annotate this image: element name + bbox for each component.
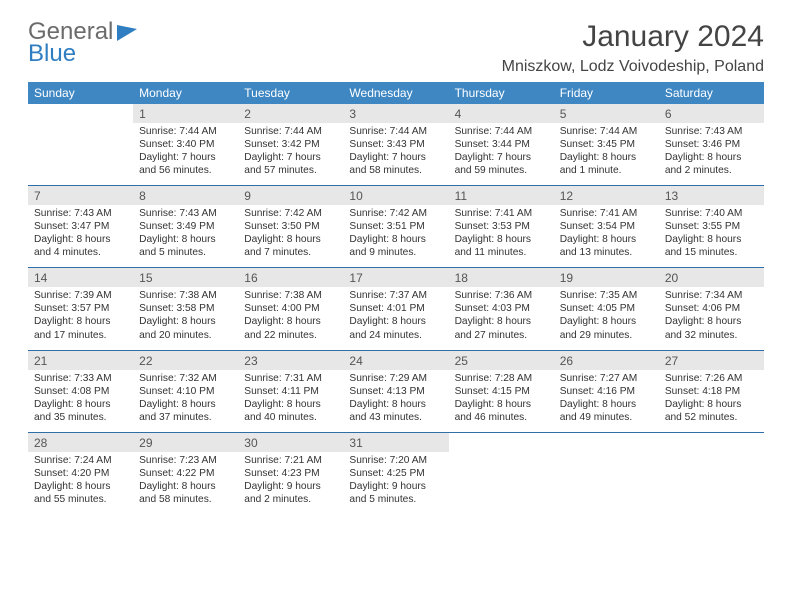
day-detail-cell bbox=[659, 452, 764, 514]
day-detail-cell: Sunrise: 7:40 AMSunset: 3:55 PMDaylight:… bbox=[659, 205, 764, 268]
day-detail-row: Sunrise: 7:44 AMSunset: 3:40 PMDaylight:… bbox=[28, 123, 764, 186]
day-number-cell: 11 bbox=[449, 186, 554, 205]
day-number-cell: 12 bbox=[554, 186, 659, 205]
day-detail-row: Sunrise: 7:43 AMSunset: 3:47 PMDaylight:… bbox=[28, 205, 764, 268]
day-detail-cell: Sunrise: 7:34 AMSunset: 4:06 PMDaylight:… bbox=[659, 287, 764, 350]
brand-logo: General Blue bbox=[28, 20, 137, 66]
dow-sunday: Sunday bbox=[28, 82, 133, 104]
brand-line2: Blue bbox=[28, 42, 113, 66]
day-number-cell: 2 bbox=[238, 104, 343, 123]
day-detail-cell: Sunrise: 7:44 AMSunset: 3:40 PMDaylight:… bbox=[133, 123, 238, 186]
month-title: January 2024 bbox=[502, 20, 764, 54]
day-number-cell: 31 bbox=[343, 433, 448, 452]
calendar-table: Sunday Monday Tuesday Wednesday Thursday… bbox=[28, 82, 764, 514]
dow-friday: Friday bbox=[554, 82, 659, 104]
location-label: Mniszkow, Lodz Voivodeship, Poland bbox=[502, 58, 764, 76]
day-detail-cell: Sunrise: 7:43 AMSunset: 3:46 PMDaylight:… bbox=[659, 123, 764, 186]
day-number-cell: 5 bbox=[554, 104, 659, 123]
day-number-cell: 20 bbox=[659, 268, 764, 287]
day-number-cell: 19 bbox=[554, 268, 659, 287]
day-number-cell: 4 bbox=[449, 104, 554, 123]
day-detail-cell bbox=[449, 452, 554, 514]
day-number-cell: 30 bbox=[238, 433, 343, 452]
day-detail-cell: Sunrise: 7:43 AMSunset: 3:47 PMDaylight:… bbox=[28, 205, 133, 268]
dow-monday: Monday bbox=[133, 82, 238, 104]
day-number-cell: 21 bbox=[28, 351, 133, 370]
day-detail-cell: Sunrise: 7:44 AMSunset: 3:45 PMDaylight:… bbox=[554, 123, 659, 186]
day-number-cell bbox=[28, 104, 133, 123]
day-detail-cell: Sunrise: 7:23 AMSunset: 4:22 PMDaylight:… bbox=[133, 452, 238, 514]
day-number-cell bbox=[449, 433, 554, 452]
day-number-row: 14151617181920 bbox=[28, 268, 764, 287]
calendar-page: General Blue January 2024 Mniszkow, Lodz… bbox=[0, 0, 792, 534]
day-number-cell: 25 bbox=[449, 351, 554, 370]
dow-saturday: Saturday bbox=[659, 82, 764, 104]
dow-wednesday: Wednesday bbox=[343, 82, 448, 104]
day-number-cell: 27 bbox=[659, 351, 764, 370]
header: General Blue January 2024 Mniszkow, Lodz… bbox=[28, 20, 764, 76]
day-number-cell: 13 bbox=[659, 186, 764, 205]
day-number-cell: 9 bbox=[238, 186, 343, 205]
day-detail-cell: Sunrise: 7:43 AMSunset: 3:49 PMDaylight:… bbox=[133, 205, 238, 268]
day-number-cell: 1 bbox=[133, 104, 238, 123]
day-number-cell: 22 bbox=[133, 351, 238, 370]
day-number-cell: 28 bbox=[28, 433, 133, 452]
day-number-row: 21222324252627 bbox=[28, 351, 764, 370]
dow-thursday: Thursday bbox=[449, 82, 554, 104]
day-detail-row: Sunrise: 7:24 AMSunset: 4:20 PMDaylight:… bbox=[28, 452, 764, 514]
day-detail-cell: Sunrise: 7:37 AMSunset: 4:01 PMDaylight:… bbox=[343, 287, 448, 350]
day-number-cell: 18 bbox=[449, 268, 554, 287]
day-number-cell: 29 bbox=[133, 433, 238, 452]
day-detail-cell: Sunrise: 7:33 AMSunset: 4:08 PMDaylight:… bbox=[28, 370, 133, 433]
day-number-cell: 17 bbox=[343, 268, 448, 287]
day-number-row: 123456 bbox=[28, 104, 764, 123]
day-detail-cell: Sunrise: 7:39 AMSunset: 3:57 PMDaylight:… bbox=[28, 287, 133, 350]
brand-text: General Blue bbox=[28, 20, 113, 66]
day-number-cell: 8 bbox=[133, 186, 238, 205]
day-detail-cell: Sunrise: 7:29 AMSunset: 4:13 PMDaylight:… bbox=[343, 370, 448, 433]
day-detail-cell: Sunrise: 7:31 AMSunset: 4:11 PMDaylight:… bbox=[238, 370, 343, 433]
day-detail-row: Sunrise: 7:33 AMSunset: 4:08 PMDaylight:… bbox=[28, 370, 764, 433]
day-detail-cell: Sunrise: 7:44 AMSunset: 3:42 PMDaylight:… bbox=[238, 123, 343, 186]
day-number-row: 28293031 bbox=[28, 433, 764, 452]
day-number-cell: 23 bbox=[238, 351, 343, 370]
day-number-cell bbox=[659, 433, 764, 452]
day-number-cell: 14 bbox=[28, 268, 133, 287]
day-detail-cell: Sunrise: 7:38 AMSunset: 3:58 PMDaylight:… bbox=[133, 287, 238, 350]
dow-tuesday: Tuesday bbox=[238, 82, 343, 104]
day-number-cell: 24 bbox=[343, 351, 448, 370]
day-detail-cell: Sunrise: 7:35 AMSunset: 4:05 PMDaylight:… bbox=[554, 287, 659, 350]
day-number-cell: 7 bbox=[28, 186, 133, 205]
day-number-row: 78910111213 bbox=[28, 186, 764, 205]
day-detail-cell: Sunrise: 7:28 AMSunset: 4:15 PMDaylight:… bbox=[449, 370, 554, 433]
day-detail-cell: Sunrise: 7:24 AMSunset: 4:20 PMDaylight:… bbox=[28, 452, 133, 514]
sail-icon bbox=[117, 23, 137, 41]
day-detail-cell: Sunrise: 7:44 AMSunset: 3:44 PMDaylight:… bbox=[449, 123, 554, 186]
day-detail-cell: Sunrise: 7:26 AMSunset: 4:18 PMDaylight:… bbox=[659, 370, 764, 433]
day-detail-cell bbox=[28, 123, 133, 186]
day-detail-row: Sunrise: 7:39 AMSunset: 3:57 PMDaylight:… bbox=[28, 287, 764, 350]
day-number-cell: 26 bbox=[554, 351, 659, 370]
day-detail-cell: Sunrise: 7:32 AMSunset: 4:10 PMDaylight:… bbox=[133, 370, 238, 433]
title-block: January 2024 Mniszkow, Lodz Voivodeship,… bbox=[502, 20, 764, 76]
day-number-cell: 6 bbox=[659, 104, 764, 123]
day-number-cell: 16 bbox=[238, 268, 343, 287]
day-number-cell: 3 bbox=[343, 104, 448, 123]
day-detail-cell: Sunrise: 7:42 AMSunset: 3:50 PMDaylight:… bbox=[238, 205, 343, 268]
day-detail-cell: Sunrise: 7:20 AMSunset: 4:25 PMDaylight:… bbox=[343, 452, 448, 514]
day-detail-cell: Sunrise: 7:21 AMSunset: 4:23 PMDaylight:… bbox=[238, 452, 343, 514]
day-detail-cell: Sunrise: 7:36 AMSunset: 4:03 PMDaylight:… bbox=[449, 287, 554, 350]
day-detail-cell bbox=[554, 452, 659, 514]
day-detail-cell: Sunrise: 7:42 AMSunset: 3:51 PMDaylight:… bbox=[343, 205, 448, 268]
dow-header-row: Sunday Monday Tuesday Wednesday Thursday… bbox=[28, 82, 764, 104]
day-detail-cell: Sunrise: 7:41 AMSunset: 3:54 PMDaylight:… bbox=[554, 205, 659, 268]
day-number-cell: 10 bbox=[343, 186, 448, 205]
calendar-body: 123456Sunrise: 7:44 AMSunset: 3:40 PMDay… bbox=[28, 104, 764, 514]
day-detail-cell: Sunrise: 7:38 AMSunset: 4:00 PMDaylight:… bbox=[238, 287, 343, 350]
day-number-cell bbox=[554, 433, 659, 452]
day-detail-cell: Sunrise: 7:27 AMSunset: 4:16 PMDaylight:… bbox=[554, 370, 659, 433]
day-detail-cell: Sunrise: 7:44 AMSunset: 3:43 PMDaylight:… bbox=[343, 123, 448, 186]
day-number-cell: 15 bbox=[133, 268, 238, 287]
day-detail-cell: Sunrise: 7:41 AMSunset: 3:53 PMDaylight:… bbox=[449, 205, 554, 268]
